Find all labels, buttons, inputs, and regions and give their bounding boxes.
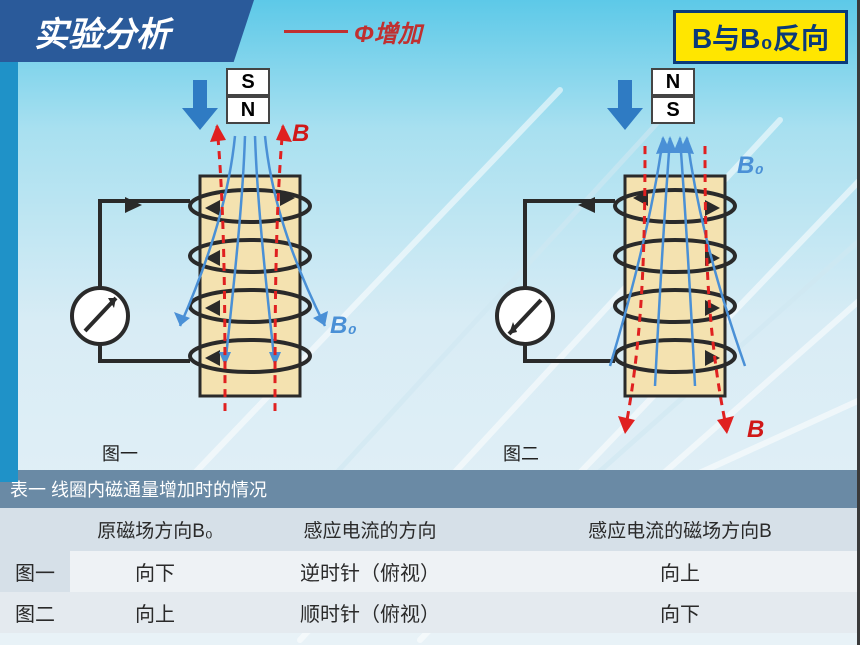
col-b0: 原磁场方向B₀ [70, 508, 240, 551]
table-row: 图二 向上 顺时针（俯视） 向下 [0, 592, 860, 633]
header: 实验分析 Φ增加 B与B₀反向 [0, 0, 860, 62]
flux-table: 原磁场方向B₀ 感应电流的方向 感应电流的磁场方向B 图一 向下 逆时针（俯视）… [0, 508, 860, 633]
figure-2-svg [455, 66, 835, 466]
page-title: 实验分析 [0, 0, 254, 62]
col-current: 感应电流的方向 [240, 508, 500, 551]
phi-label: Φ增加 [354, 14, 422, 49]
pole-n: N [226, 96, 270, 124]
figure-2-caption: 图二 [503, 440, 539, 466]
table-row: 图一 向下 逆时针（俯视） 向上 [0, 551, 860, 592]
left-stripe [0, 62, 18, 482]
figure-1: S N B B₀ 图一 [30, 66, 415, 472]
motion-arrow-1 [182, 80, 218, 130]
figure-1-svg [30, 66, 410, 466]
col-b: 感应电流的磁场方向B [500, 508, 860, 551]
b0-label-1: B₀ [330, 312, 357, 340]
motion-arrow-2 [607, 80, 643, 130]
pole-s: S [226, 68, 270, 96]
col-blank [0, 508, 70, 551]
table-region: 表一 线圈内磁通量增加时的情况 原磁场方向B₀ 感应电流的方向 感应电流的磁场方… [0, 470, 860, 633]
relation-badge: B与B₀反向 [673, 10, 848, 64]
figures-stage: S N B B₀ 图一 [0, 62, 860, 472]
b-label-1: B [292, 120, 309, 148]
b-label-2: B [747, 416, 764, 444]
pole-n: N [651, 68, 695, 96]
figure-1-caption: 图一 [102, 440, 138, 466]
b0-label-2: B₀ [737, 152, 764, 180]
table-title: 表一 线圈内磁通量增加时的情况 [0, 470, 860, 508]
phi-increase-note: Φ增加 [284, 0, 422, 62]
magnet-2: N S [651, 68, 695, 124]
figure-2: N S B₀ B 图二 [455, 66, 840, 472]
pole-s: S [651, 96, 695, 124]
magnet-1: S N [226, 68, 270, 124]
